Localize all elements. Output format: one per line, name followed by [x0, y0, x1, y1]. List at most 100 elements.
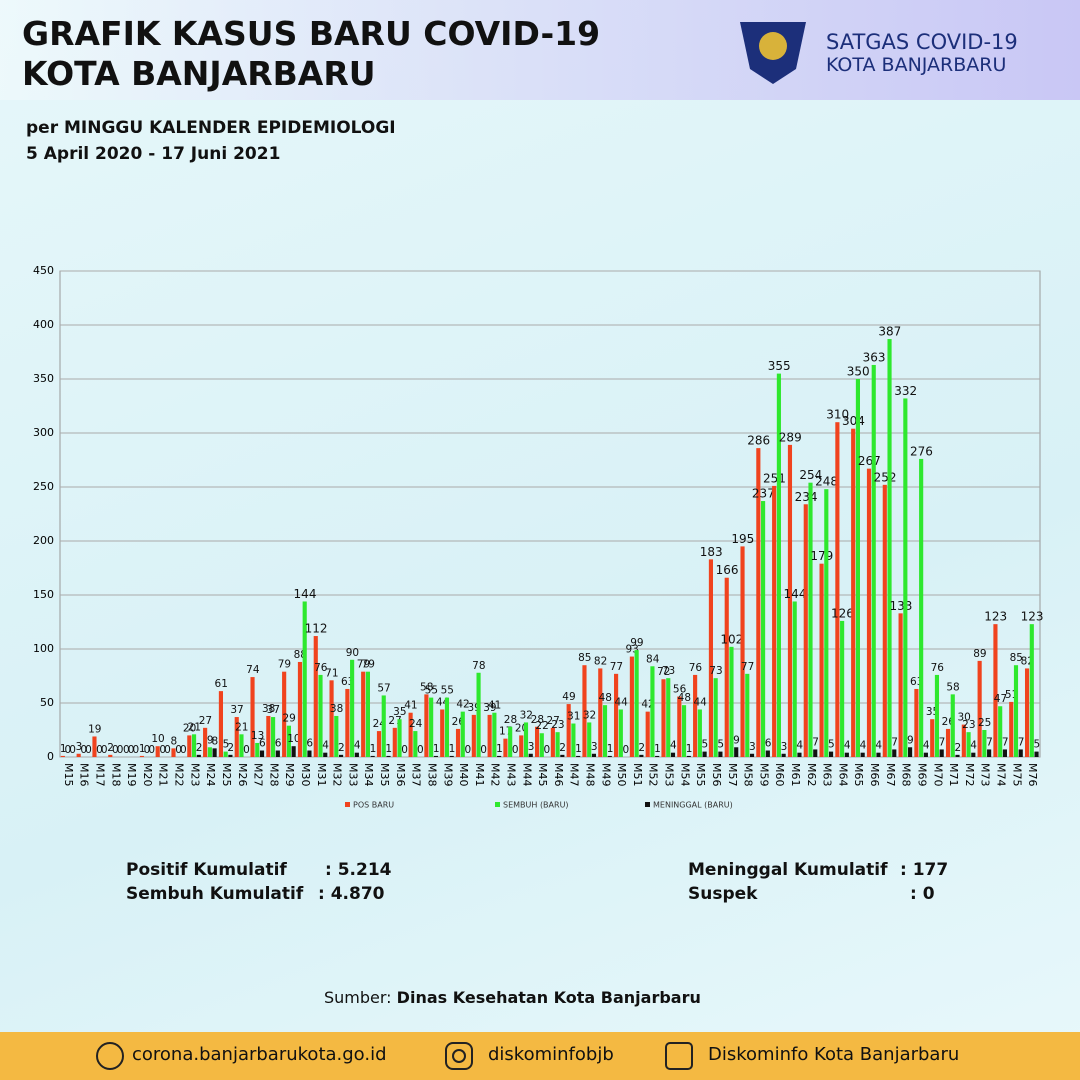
data-label: 112 — [305, 622, 328, 636]
subtitle: per MINGGU KALENDER EPIDEMIOLOGI — [26, 118, 396, 138]
bar — [987, 749, 992, 757]
data-label: 3 — [76, 741, 83, 753]
bar — [614, 673, 619, 757]
bar — [892, 749, 897, 757]
bar — [361, 671, 366, 757]
data-label: 4 — [796, 740, 803, 752]
data-label: 8 — [212, 735, 219, 747]
data-label: 1 — [496, 743, 503, 755]
bar — [945, 728, 951, 757]
x-tick-label: M42 — [489, 763, 502, 787]
data-label: 41 — [404, 700, 417, 712]
data-label: 0 — [417, 744, 424, 756]
legend-swatch — [645, 802, 650, 807]
data-label: 5 — [717, 739, 724, 751]
data-label: 4 — [970, 740, 977, 752]
data-label: 4 — [875, 740, 882, 752]
bar — [291, 746, 296, 757]
data-label: 0 — [133, 744, 140, 756]
data-label: 0 — [480, 744, 487, 756]
data-label: 7 — [891, 736, 898, 748]
data-label: 28 — [531, 714, 544, 726]
bar — [677, 696, 682, 757]
bar — [534, 726, 540, 757]
data-label: 23 — [962, 719, 975, 731]
bar — [670, 752, 676, 757]
bar — [433, 755, 438, 757]
y-tick-label: 450 — [33, 264, 54, 277]
data-label: 144 — [784, 587, 807, 601]
bar — [528, 753, 533, 757]
data-label: 38 — [330, 703, 343, 715]
x-tick-label: M34 — [362, 763, 375, 787]
y-tick-label: 250 — [33, 480, 54, 493]
data-label: 0 — [623, 744, 630, 756]
data-label: 25 — [978, 717, 991, 729]
data-label: 44 — [693, 696, 707, 708]
bar — [866, 468, 872, 757]
bar — [776, 373, 781, 757]
bar — [645, 711, 650, 757]
x-tick-label: M59 — [757, 763, 770, 787]
data-label: 19 — [88, 723, 101, 735]
data-label: 79 — [362, 659, 375, 671]
data-label: 44 — [614, 696, 628, 708]
bar — [455, 728, 461, 757]
data-label: 84 — [646, 653, 660, 665]
bar — [413, 731, 418, 757]
x-tick-label: M44 — [520, 763, 533, 787]
data-label: 32 — [583, 709, 596, 721]
data-label: 1 — [654, 743, 661, 755]
data-label: 4 — [354, 740, 361, 752]
bar — [1024, 668, 1030, 757]
stat-label: Sembuh Kumulatif — [126, 884, 304, 904]
source: Sumber: Dinas Kesehatan Kota Banjarbaru — [324, 988, 701, 1007]
bar — [582, 665, 587, 757]
data-label: 7 — [986, 736, 993, 748]
bar — [155, 746, 160, 757]
bar — [749, 753, 755, 757]
data-label: 21 — [188, 721, 201, 733]
data-label: 10 — [151, 733, 164, 745]
data-label: 23 — [551, 719, 564, 731]
data-label: 6 — [306, 738, 313, 750]
data-label: 2 — [559, 742, 566, 754]
bar — [108, 754, 113, 757]
data-label: 183 — [700, 545, 723, 559]
y-tick-label: 400 — [33, 318, 54, 331]
bar — [598, 668, 603, 757]
data-label: 2 — [196, 742, 203, 754]
x-tick-label: M62 — [805, 763, 818, 787]
bar — [844, 752, 849, 757]
x-tick-label: M76 — [1026, 763, 1039, 787]
x-tick-label: M52 — [647, 763, 660, 787]
website: corona.banjarbarukota.go.id — [132, 1044, 387, 1065]
bar — [392, 727, 397, 757]
y-tick-label: 150 — [33, 588, 54, 601]
x-tick-label: M63 — [821, 763, 834, 787]
data-label: 76 — [689, 662, 703, 674]
x-tick-label: M43 — [504, 763, 517, 787]
bar — [207, 747, 212, 757]
x-tick-label: M41 — [473, 763, 486, 787]
bar — [903, 398, 908, 757]
x-tick-label: M73 — [979, 763, 992, 787]
bar — [993, 624, 998, 757]
bar — [629, 656, 634, 757]
bar — [702, 751, 707, 757]
bar — [977, 660, 982, 757]
bar — [1009, 701, 1014, 757]
stat-value: : 0 — [910, 884, 935, 904]
data-label: 289 — [779, 430, 802, 444]
bar — [228, 754, 233, 757]
x-tick-label: M49 — [599, 763, 612, 787]
legend-label: MENINGGAL (BARU) — [653, 801, 733, 810]
bar — [266, 715, 271, 757]
bar — [386, 755, 391, 757]
data-label: 0 — [512, 744, 519, 756]
bar — [876, 752, 881, 757]
data-label: 76 — [314, 662, 328, 674]
data-label: 13 — [251, 730, 264, 742]
bar — [919, 458, 924, 757]
bar — [60, 755, 65, 757]
